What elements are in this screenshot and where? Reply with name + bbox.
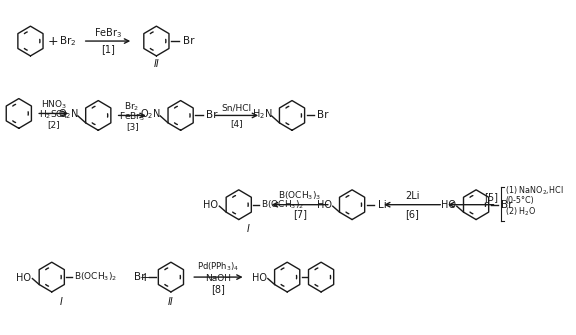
Text: FeBr$_3$: FeBr$_3$ bbox=[94, 26, 122, 40]
Text: [7]: [7] bbox=[293, 209, 307, 219]
Text: B(OCH$_3$)$_3$: B(OCH$_3$)$_3$ bbox=[278, 190, 321, 202]
Text: Br: Br bbox=[317, 111, 329, 121]
Text: I: I bbox=[247, 224, 250, 234]
Text: HNO$_3$: HNO$_3$ bbox=[41, 98, 67, 111]
Text: HO: HO bbox=[203, 200, 218, 210]
Text: [2]: [2] bbox=[47, 120, 60, 129]
Text: (1) NaNO$_2$,HCl: (1) NaNO$_2$,HCl bbox=[505, 185, 564, 197]
Text: FeBr$_3$: FeBr$_3$ bbox=[119, 110, 145, 123]
Text: O$_2$N: O$_2$N bbox=[140, 107, 161, 121]
Text: Li: Li bbox=[378, 200, 386, 210]
Text: Br: Br bbox=[206, 111, 217, 121]
Text: II: II bbox=[154, 59, 160, 69]
Text: HO: HO bbox=[252, 273, 267, 283]
Text: (0-5°C): (0-5°C) bbox=[505, 196, 534, 205]
Text: NaOH: NaOH bbox=[206, 274, 232, 283]
Text: H$_2$N: H$_2$N bbox=[252, 107, 272, 121]
Text: [5]: [5] bbox=[484, 192, 498, 202]
Text: Sn/HCl: Sn/HCl bbox=[222, 103, 252, 112]
Text: Br$_2$: Br$_2$ bbox=[124, 100, 140, 113]
Text: [4]: [4] bbox=[230, 119, 243, 128]
Text: Br$_2$: Br$_2$ bbox=[59, 34, 76, 48]
Text: II: II bbox=[168, 297, 174, 307]
Text: [8]: [8] bbox=[211, 284, 225, 294]
Text: H$_2$SO$_4$: H$_2$SO$_4$ bbox=[39, 108, 69, 121]
Text: HO: HO bbox=[441, 200, 456, 210]
Text: I: I bbox=[60, 297, 63, 307]
Text: B(OCH$_3$)$_2$: B(OCH$_3$)$_2$ bbox=[74, 271, 118, 283]
Text: O$_2$N: O$_2$N bbox=[58, 107, 79, 121]
Text: Br: Br bbox=[501, 200, 513, 210]
Text: B(OCH$_3$)$_2$: B(OCH$_3$)$_2$ bbox=[261, 198, 304, 211]
Text: HO: HO bbox=[316, 200, 332, 210]
Text: 2Li: 2Li bbox=[405, 191, 419, 201]
Text: (2) H$_2$O: (2) H$_2$O bbox=[505, 205, 537, 218]
Text: +: + bbox=[139, 271, 150, 284]
Text: HO: HO bbox=[16, 273, 31, 283]
Text: Br: Br bbox=[183, 36, 194, 46]
Text: Pd(PPh$_3$)$_4$: Pd(PPh$_3$)$_4$ bbox=[198, 261, 240, 273]
Text: [3]: [3] bbox=[126, 122, 139, 131]
Text: [6]: [6] bbox=[405, 209, 419, 219]
Text: [1]: [1] bbox=[101, 44, 115, 54]
Text: Br: Br bbox=[134, 272, 146, 282]
Text: +: + bbox=[47, 35, 58, 48]
